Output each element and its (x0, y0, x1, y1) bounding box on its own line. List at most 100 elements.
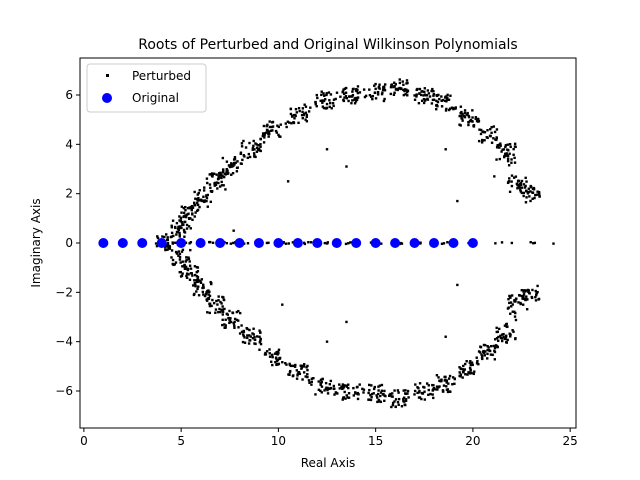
perturbed-root-point (218, 185, 222, 188)
perturbed-root-point (438, 385, 441, 388)
perturbed-root-point (175, 221, 179, 225)
perturbed-root-point (324, 387, 327, 391)
perturbed-root-point (511, 329, 514, 332)
perturbed-root-point (205, 177, 209, 180)
perturbed-root-point (285, 363, 288, 366)
perturbed-root-point (469, 360, 472, 363)
perturbed-root-point (300, 113, 304, 117)
perturbed-root-point (225, 160, 229, 163)
perturbed-root-point (493, 338, 497, 341)
perturbed-root-point (459, 124, 462, 127)
perturbed-root-point (180, 220, 184, 224)
perturbed-root-point (478, 128, 481, 131)
perturbed-root-point (427, 393, 430, 396)
perturbed-root-point (240, 142, 244, 145)
perturbed-root-point (486, 129, 489, 132)
perturbed-root-point (276, 351, 280, 354)
perturbed-root-point (259, 342, 263, 346)
perturbed-root-point (530, 295, 533, 299)
perturbed-root-point (325, 386, 328, 389)
perturbed-root-point (330, 107, 333, 110)
perturbed-root-point (525, 190, 528, 193)
perturbed-root-point (380, 383, 384, 387)
perturbed-root-point (508, 301, 511, 305)
perturbed-root-point (513, 310, 516, 314)
perturbed-root-point (209, 280, 212, 284)
perturbed-root-point (479, 345, 482, 348)
perturbed-root-point (208, 311, 212, 315)
perturbed-root-point (238, 311, 242, 315)
perturbed-root-point (350, 101, 353, 105)
perturbed-root-point (340, 385, 343, 388)
perturbed-root-point (289, 112, 293, 116)
perturbed-root-point (246, 327, 249, 331)
perturbed-root-point (161, 235, 164, 238)
perturbed-root-point (509, 312, 512, 315)
perturbed-root-point (513, 142, 517, 145)
perturbed-root-point (210, 172, 214, 175)
perturbed-root-point (300, 366, 303, 369)
perturbed-root-point (517, 179, 521, 183)
perturbed-root-point (438, 97, 441, 101)
perturbed-root-point (456, 199, 459, 203)
perturbed-root-point (509, 333, 512, 336)
perturbed-root-point (495, 158, 498, 161)
perturbed-root-point (370, 392, 374, 396)
perturbed-root-point (388, 393, 391, 397)
perturbed-root-point (528, 195, 531, 198)
perturbed-root-point (489, 344, 493, 348)
perturbed-root-point (524, 184, 527, 188)
original-root-point (117, 238, 128, 248)
perturbed-root-point (535, 291, 538, 295)
perturbed-root-point (495, 136, 498, 140)
perturbed-root-point (231, 171, 235, 175)
perturbed-root-point (368, 88, 371, 91)
perturbed-root-point (302, 365, 306, 368)
perturbed-root-point (450, 106, 454, 109)
perturbed-root-point (483, 139, 486, 142)
perturbed-root-point (246, 156, 249, 160)
perturbed-root-point (247, 342, 251, 345)
perturbed-root-point (191, 206, 195, 209)
perturbed-root-point (468, 361, 472, 364)
y-tick-label: −6 (55, 384, 73, 398)
perturbed-root-point (268, 132, 271, 136)
perturbed-root-point (301, 378, 304, 381)
perturbed-root-point (356, 385, 359, 389)
perturbed-root-point (445, 381, 448, 384)
perturbed-root-point (506, 143, 509, 146)
perturbed-root-point (509, 295, 512, 299)
perturbed-root-point (451, 376, 455, 379)
perturbed-root-point (180, 274, 184, 277)
perturbed-root-point (342, 396, 345, 400)
perturbed-root-point (403, 400, 406, 403)
perturbed-root-point (206, 193, 209, 197)
perturbed-root-point (321, 101, 324, 104)
perturbed-root-point (472, 372, 475, 376)
perturbed-root-point (328, 383, 332, 386)
perturbed-root-point (212, 172, 216, 175)
perturbed-root-point (259, 149, 262, 153)
perturbed-root-point (237, 319, 240, 322)
perturbed-root-point (238, 332, 242, 335)
perturbed-root-point (181, 265, 184, 268)
perturbed-root-point (446, 93, 449, 97)
perturbed-root-point (503, 337, 506, 340)
perturbed-root-point (326, 392, 330, 395)
perturbed-root-point (446, 98, 449, 102)
perturbed-root-point (461, 371, 465, 374)
perturbed-root-point (236, 160, 239, 163)
perturbed-root-point (277, 348, 281, 351)
perturbed-root-point (420, 90, 423, 93)
perturbed-root-point (353, 102, 357, 105)
perturbed-root-point (367, 398, 370, 401)
perturbed-root-point (187, 217, 191, 220)
perturbed-root-point (369, 393, 372, 397)
perturbed-root-point (356, 85, 360, 88)
perturbed-root-point (284, 122, 287, 125)
perturbed-root-point (255, 143, 258, 146)
perturbed-root-point (406, 392, 409, 395)
perturbed-root-point (352, 87, 355, 91)
perturbed-root-point (243, 336, 246, 339)
